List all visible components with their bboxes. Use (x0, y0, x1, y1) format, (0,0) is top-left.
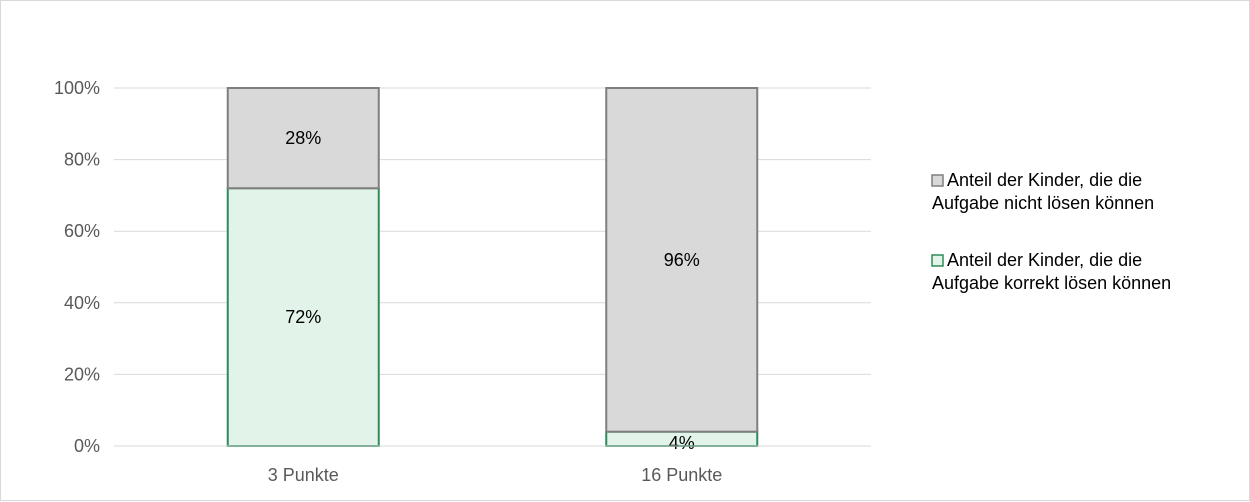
data-label: 96% (664, 250, 700, 270)
x-tick-label: 3 Punkte (268, 465, 339, 485)
bar-segment (226, 87, 380, 190)
legend-label: Anteil der Kinder, die die Aufgabe nicht … (932, 170, 1154, 213)
y-tick-label: 0% (74, 436, 100, 456)
y-tick-label: 60% (64, 221, 100, 241)
legend-label-line: Anteil der Kinder, die die (947, 250, 1142, 270)
data-label: 28% (285, 128, 321, 148)
legend-label: Anteil der Kinder, die die Aufgabe korrek… (932, 250, 1171, 293)
data-label: 4% (669, 433, 695, 453)
data-label: 72% (285, 307, 321, 327)
legend-label-line: Aufgabe nicht lösen können (932, 193, 1154, 213)
y-tick-label: 20% (64, 364, 100, 384)
y-tick-label: 80% (64, 150, 100, 170)
legend-label-line: Anteil der Kinder, die die (947, 170, 1142, 190)
y-tick-label: 40% (64, 293, 100, 313)
y-tick-label: 100% (54, 78, 100, 98)
legend-swatch (931, 254, 944, 267)
legend-label-line: Aufgabe korrekt lösen können (932, 273, 1171, 293)
x-tick-label: 16 Punkte (641, 465, 722, 485)
legend-swatch (931, 174, 944, 187)
bar-segment (605, 87, 759, 433)
